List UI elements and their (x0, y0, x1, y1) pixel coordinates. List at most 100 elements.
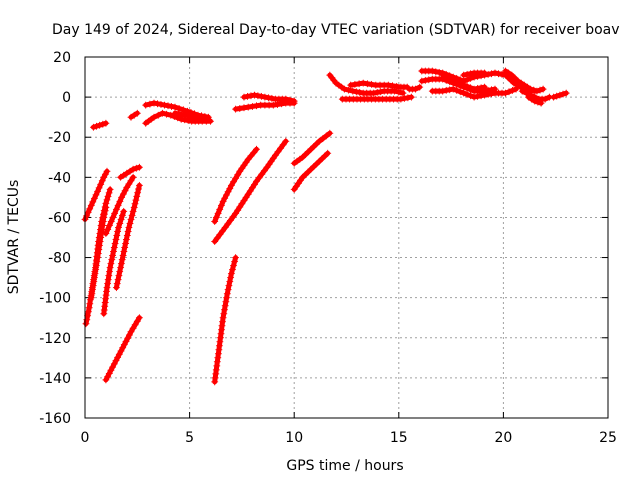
data-series-arc-16 (211, 254, 240, 386)
data-point-marker (247, 152, 255, 160)
data-point-marker (133, 192, 141, 200)
data-series-arc-06 (112, 181, 143, 292)
data-point-marker (315, 157, 323, 165)
data-point-marker (86, 205, 94, 213)
data-point-marker (304, 148, 312, 156)
data-point-marker (219, 318, 226, 326)
data-point-marker (530, 86, 538, 94)
data-point-marker (106, 268, 113, 276)
x-tick-label: 15 (390, 430, 408, 446)
data-layer (81, 67, 570, 386)
plot-frame (84, 56, 609, 419)
data-point-marker (84, 208, 92, 216)
data-point-marker (264, 94, 272, 102)
data-point-marker (340, 85, 348, 93)
data-point-marker (318, 155, 326, 163)
data-point-marker (278, 100, 286, 108)
data-point-marker (502, 89, 509, 97)
data-point-marker (135, 314, 143, 322)
data-series-arc-13 (171, 109, 212, 123)
data-point-marker (507, 76, 515, 84)
data-point-marker (481, 91, 489, 99)
data-point-marker (114, 201, 122, 209)
data-point-marker (216, 338, 224, 346)
data-point-marker (122, 236, 130, 243)
data-point-marker (463, 70, 471, 78)
data-point-marker (539, 85, 547, 93)
data-point-marker (150, 113, 158, 121)
data-point-marker (107, 260, 115, 268)
data-point-marker (129, 324, 137, 332)
data-point-marker (377, 88, 385, 96)
data-point-marker (154, 100, 161, 108)
data-point-marker (221, 306, 228, 314)
data-point-marker (421, 76, 429, 84)
data-point-marker (449, 85, 457, 93)
data-point-marker (274, 148, 282, 156)
data-point-marker (282, 95, 290, 103)
data-point-marker (120, 207, 128, 215)
data-point-marker (456, 80, 464, 88)
data-point-marker (221, 302, 229, 310)
data-point-marker (82, 320, 90, 328)
data-series-arc-22 (338, 93, 415, 103)
data-series-arc-30 (502, 67, 547, 95)
data-point-marker (556, 91, 564, 99)
data-point-marker (135, 185, 142, 193)
data-point-marker (449, 77, 457, 85)
data-point-marker (488, 70, 495, 78)
data-point-marker (135, 181, 143, 189)
data-point-marker (484, 90, 492, 98)
data-point-marker (88, 290, 96, 298)
data-point-marker (211, 238, 219, 245)
y-tick-label: 20 (53, 50, 71, 66)
data-series-arc-24 (405, 83, 424, 93)
data-point-marker (98, 226, 106, 233)
data-series-arc-07 (117, 163, 143, 181)
data-point-marker (418, 77, 426, 85)
data-point-marker (132, 196, 140, 204)
data-point-marker (236, 105, 244, 112)
data-point-marker (301, 171, 309, 179)
data-point-marker (234, 171, 242, 179)
data-point-marker (114, 228, 122, 235)
data-point-marker (100, 213, 108, 221)
data-point-marker (313, 140, 320, 148)
data-point-marker (164, 102, 172, 110)
data-point-marker (509, 86, 516, 94)
data-point-marker (219, 314, 227, 322)
data-point-marker (363, 80, 371, 88)
data-point-marker (117, 215, 125, 223)
y-tick-label: -100 (39, 291, 71, 307)
data-point-marker (223, 294, 231, 302)
data-series-arc-12 (142, 109, 214, 127)
data-series-arc-10 (127, 109, 141, 121)
x-tick-label: 10 (285, 430, 303, 446)
data-point-marker (171, 103, 179, 111)
data-point-marker (384, 81, 392, 89)
data-point-marker (154, 111, 162, 119)
data-point-marker (395, 88, 403, 96)
data-point-marker (393, 82, 401, 90)
data-point-marker (467, 84, 475, 92)
data-series-arc-27 (428, 85, 520, 101)
data-point-marker (258, 170, 266, 178)
data-series-arc-09 (89, 119, 110, 131)
data-point-marker (96, 238, 104, 245)
data-point-marker (226, 217, 234, 224)
data-series-arc-03 (87, 203, 110, 302)
data-point-marker (240, 104, 248, 112)
data-point-marker (240, 93, 248, 101)
data-point-marker (107, 218, 115, 225)
data-point-marker (131, 200, 139, 208)
data-point-marker (112, 205, 120, 213)
data-point-marker (253, 145, 260, 153)
data-point-marker (102, 119, 110, 127)
data-point-marker (307, 165, 315, 173)
data-point-marker (355, 80, 363, 88)
data-point-marker (310, 163, 318, 171)
data-point-marker (310, 143, 318, 151)
x-tick-label: 0 (81, 430, 90, 446)
data-point-marker (98, 177, 106, 185)
